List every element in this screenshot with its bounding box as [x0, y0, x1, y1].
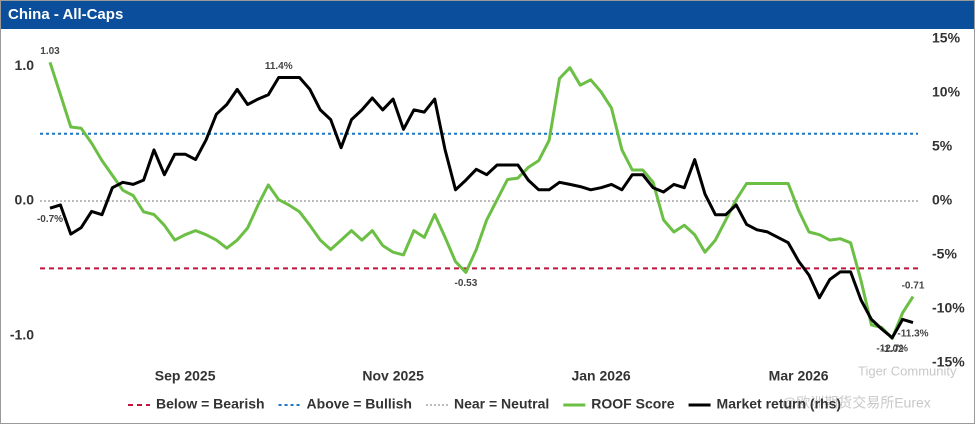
data-label: -1.02: [881, 344, 904, 355]
y2-tick-label: 10%: [932, 83, 961, 99]
watermark: Tiger Community: [858, 363, 957, 378]
legend-label: Below = Bearish: [156, 396, 265, 412]
y2-tick-label: 5%: [932, 137, 953, 153]
x-tick-label: Nov 2025: [362, 368, 424, 384]
y2-tick-label: -15%: [932, 353, 965, 369]
data-label: -0.53: [455, 278, 478, 289]
y-tick-label: 1.0: [15, 57, 35, 73]
legend-label: Near = Neutral: [454, 396, 549, 412]
watermark: @欧洲期货交易所Eurex: [782, 395, 931, 411]
series-line: [49, 76, 914, 340]
data-label: -12.7%: [876, 343, 908, 354]
data-label: 11.4%: [265, 61, 293, 72]
y-tick-label: -1.0: [10, 326, 34, 342]
x-tick-label: Jan 2026: [571, 368, 630, 384]
data-label: -11.3%: [897, 328, 928, 339]
y2-tick-label: -5%: [932, 245, 957, 261]
legend-label: Above = Bullish: [307, 396, 412, 412]
data-label: -0.7%: [37, 214, 63, 225]
y2-tick-label: -10%: [932, 299, 965, 315]
series-line: [48, 61, 915, 340]
legend-label: Market return (rhs): [717, 396, 841, 412]
x-tick-label: Mar 2026: [769, 368, 829, 384]
y2-tick-label: 0%: [932, 191, 953, 207]
chart-title: China - All-Caps: [8, 6, 123, 23]
data-label: 1.03: [40, 46, 60, 57]
y-tick-label: 0.0: [15, 192, 35, 208]
y2-tick-label: 15%: [932, 29, 961, 45]
header-bar: [1, 1, 974, 29]
x-tick-label: Sep 2025: [155, 368, 216, 384]
data-label: -0.71: [902, 280, 925, 291]
legend-label: ROOF Score: [591, 396, 674, 412]
